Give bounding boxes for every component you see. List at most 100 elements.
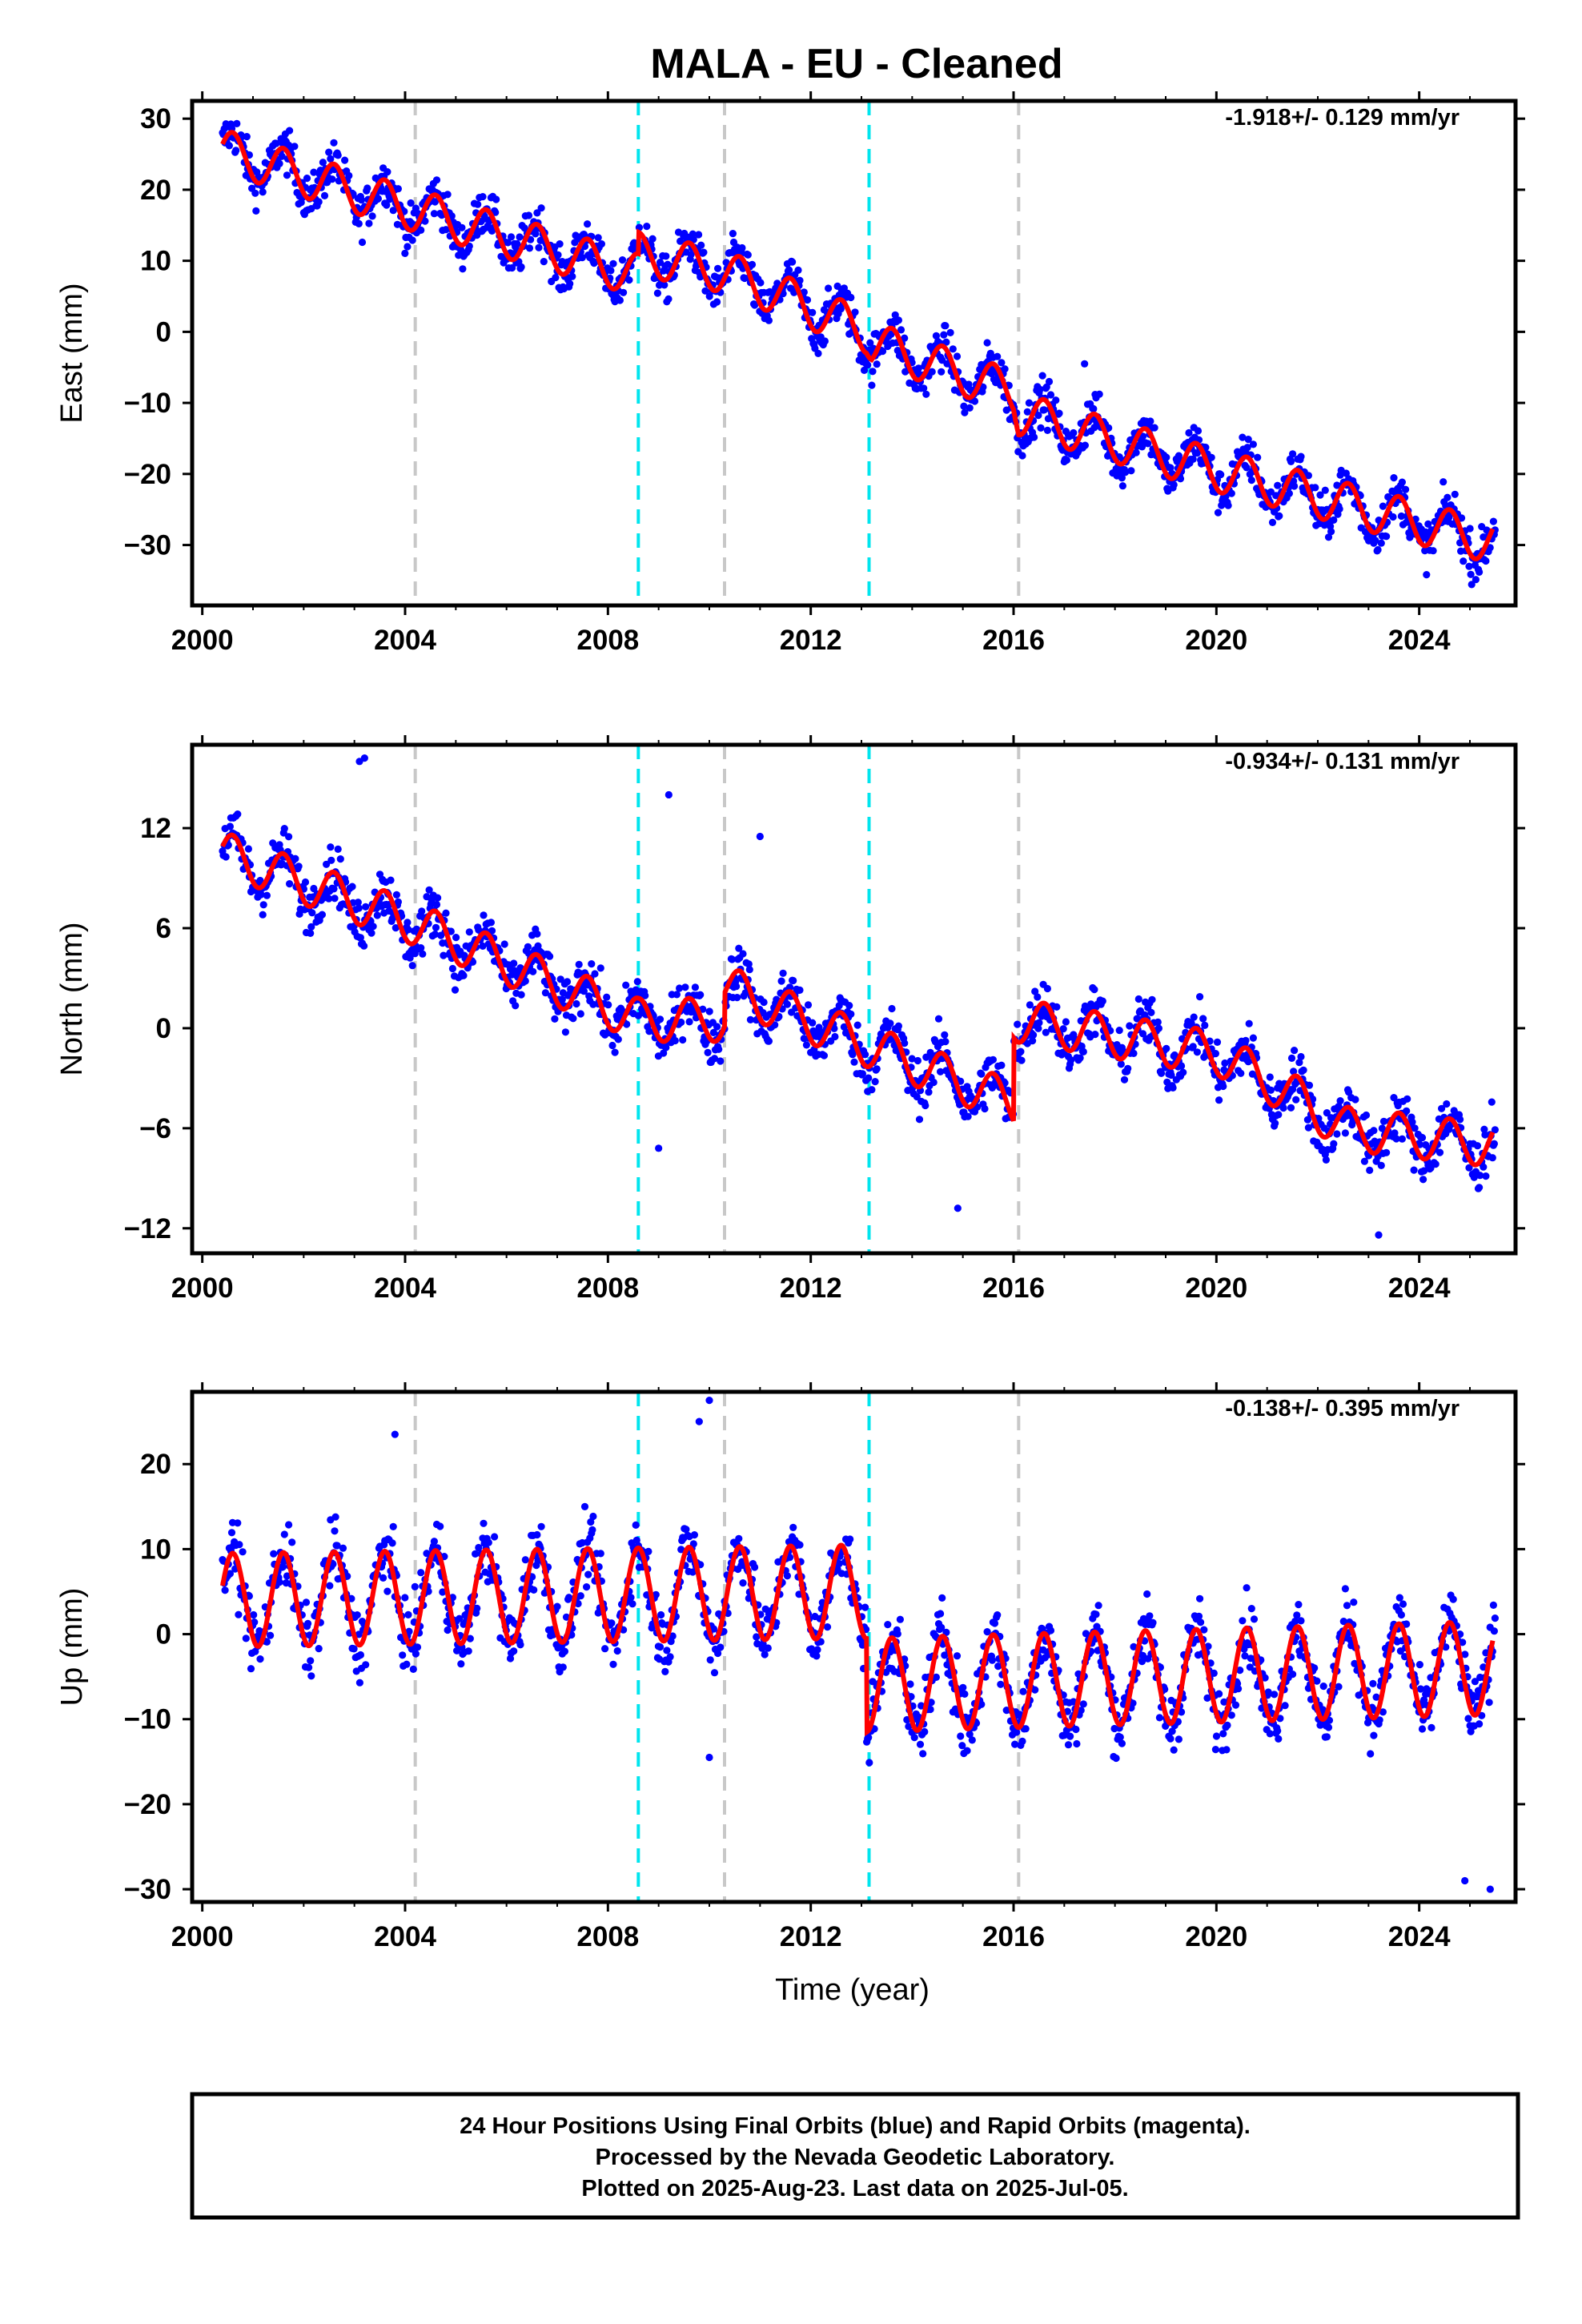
data-point [491, 1533, 499, 1541]
data-point [869, 368, 877, 376]
data-point [323, 860, 331, 868]
x-tick-label: 2012 [780, 625, 842, 656]
data-point [677, 237, 685, 245]
data-point [546, 952, 554, 960]
data-point [257, 891, 265, 899]
data-point [896, 1615, 904, 1623]
data-point [516, 233, 524, 241]
data-point [739, 1579, 747, 1587]
data-point [623, 1020, 631, 1028]
data-point [465, 928, 473, 936]
data-point [1379, 502, 1387, 510]
x-tick-label: 2000 [171, 1921, 234, 1952]
data-point [1134, 995, 1142, 1003]
data-point [328, 175, 336, 183]
y-axis-title: North (mm) [55, 922, 89, 1076]
data-point [1289, 1671, 1297, 1679]
data-point [978, 1070, 986, 1078]
data-point [864, 361, 872, 369]
outlier-point [756, 832, 764, 841]
data-point [457, 1660, 465, 1668]
data-point [1197, 1618, 1205, 1626]
data-point [632, 1521, 640, 1529]
data-point [622, 981, 630, 989]
data-point [234, 1519, 242, 1527]
data-point [1239, 433, 1247, 441]
data-point [318, 911, 326, 919]
data-point [1458, 514, 1466, 522]
data-point [508, 263, 516, 272]
data-point [1491, 1614, 1499, 1622]
data-point [1266, 1073, 1274, 1081]
data-point [417, 226, 425, 234]
x-tick-label: 2004 [374, 1273, 436, 1304]
data-point [1170, 480, 1178, 489]
data-point [820, 1051, 828, 1059]
data-point [1034, 993, 1042, 1001]
x-tick-label: 2004 [374, 1921, 436, 1952]
data-point [247, 1665, 255, 1673]
data-point [1189, 455, 1197, 464]
data-point [1275, 1111, 1283, 1119]
data-point [448, 964, 457, 973]
data-point [1081, 441, 1089, 449]
data-point [430, 210, 439, 218]
data-point [512, 1002, 520, 1010]
data-point [1219, 1082, 1227, 1091]
data-point [744, 251, 752, 259]
data-point [529, 967, 537, 975]
data-point [259, 901, 267, 909]
data-point [578, 254, 586, 262]
data-point [1105, 424, 1113, 432]
data-point [965, 380, 973, 388]
data-point [699, 1005, 707, 1013]
data-point [411, 1582, 419, 1590]
data-point [275, 1578, 283, 1586]
data-point [1287, 457, 1295, 466]
data-point [715, 1045, 723, 1053]
data-point [584, 220, 592, 228]
data-point [1118, 1739, 1126, 1747]
data-point [561, 1028, 570, 1036]
data-point [242, 1634, 250, 1642]
data-point [362, 1661, 370, 1669]
data-point [1211, 1050, 1219, 1058]
data-point [560, 1647, 569, 1655]
data-point [259, 911, 267, 919]
data-point [1271, 1120, 1279, 1128]
data-point [1207, 453, 1215, 461]
data-point [339, 1544, 347, 1552]
data-point [552, 274, 560, 282]
data-point [256, 1655, 264, 1663]
data-point [304, 1619, 312, 1627]
data-point [565, 1594, 573, 1602]
data-point [330, 139, 338, 147]
data-point [569, 1015, 577, 1023]
data-point [794, 266, 802, 274]
data-point [353, 1611, 361, 1619]
data-point [785, 266, 793, 274]
data-point [1018, 1737, 1026, 1745]
data-point [1169, 1084, 1177, 1092]
data-point [492, 195, 500, 203]
data-point [588, 1526, 596, 1534]
data-point [1330, 516, 1338, 525]
footer-box: 24 Hour Positions Using Final Orbits (bl… [190, 2092, 1520, 2220]
outlier-point [954, 1204, 962, 1212]
data-point [1418, 1134, 1427, 1142]
data-point [379, 1574, 387, 1582]
data-point [315, 198, 323, 206]
data-point [608, 1619, 616, 1627]
data-point [563, 978, 572, 986]
data-point [243, 133, 251, 141]
data-point [348, 883, 356, 891]
data-point [603, 993, 611, 1001]
y-tick-label: −6 [139, 1113, 171, 1144]
data-point [401, 1594, 409, 1602]
data-point [1064, 1741, 1073, 1749]
data-point [1429, 547, 1437, 555]
data-point [1043, 984, 1051, 993]
data-point [285, 833, 293, 841]
data-point [291, 854, 299, 862]
data-point [1185, 428, 1193, 437]
